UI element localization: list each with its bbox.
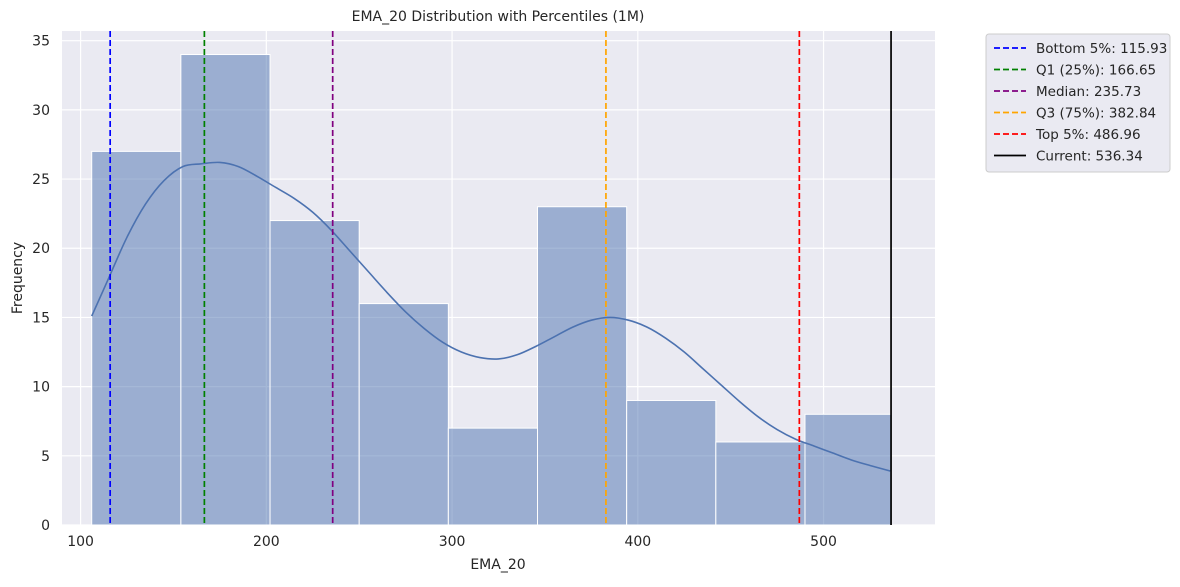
x-axis-label: EMA_20	[470, 557, 525, 573]
kde-curve	[90, 161, 891, 472]
y-tick-label: 30	[32, 103, 50, 119]
histogram-bar	[91, 150, 182, 526]
histogram-bar	[804, 413, 892, 526]
y-tick-label: 15	[32, 310, 50, 326]
histogram-bar	[626, 399, 717, 526]
x-tick-label: 200	[253, 534, 280, 550]
x-tick-label: 100	[67, 534, 94, 550]
legend-label: Bottom 5%: 115.93	[1036, 41, 1167, 57]
histogram-bar	[358, 303, 449, 526]
y-tick-label: 0	[41, 518, 50, 534]
y-tick-label: 5	[41, 449, 50, 465]
reference-lines	[109, 31, 892, 525]
histogram-bar	[715, 441, 806, 526]
y-tick-label: 25	[32, 172, 50, 188]
legend-label: Top 5%: 486.96	[1035, 127, 1141, 143]
histogram-bar	[447, 427, 539, 526]
legend: Bottom 5%: 115.93 Q1 (25%): 166.65 Median:…	[985, 33, 1171, 173]
x-tick-label: 300	[439, 534, 466, 550]
y-tick-label: 20	[32, 241, 50, 257]
tick-labels: 0 5 10 15 20 25 30 35 100 200 300 400 500	[32, 34, 837, 550]
x-tick-label: 500	[810, 534, 837, 550]
y-axis-label: Frequency	[10, 242, 26, 314]
legend-label: Q3 (75%): 382.84	[1036, 106, 1156, 122]
histogram-bar	[269, 220, 360, 526]
histogram-bars	[91, 54, 892, 526]
x-tick-label: 400	[624, 534, 651, 550]
legend-label: Median: 235.73	[1036, 84, 1141, 100]
y-tick-label: 10	[32, 380, 50, 396]
histogram-bar	[180, 54, 271, 526]
legend-frame	[985, 33, 1171, 173]
histogram-bar	[537, 206, 628, 526]
legend-label: Q1 (25%): 166.65	[1036, 63, 1156, 79]
kde-layer	[90, 161, 891, 472]
legend-label: Current: 536.34	[1036, 149, 1143, 165]
chart-title: EMA_20 Distribution with Percentiles (1M…	[352, 9, 645, 25]
y-tick-label: 35	[32, 34, 50, 50]
